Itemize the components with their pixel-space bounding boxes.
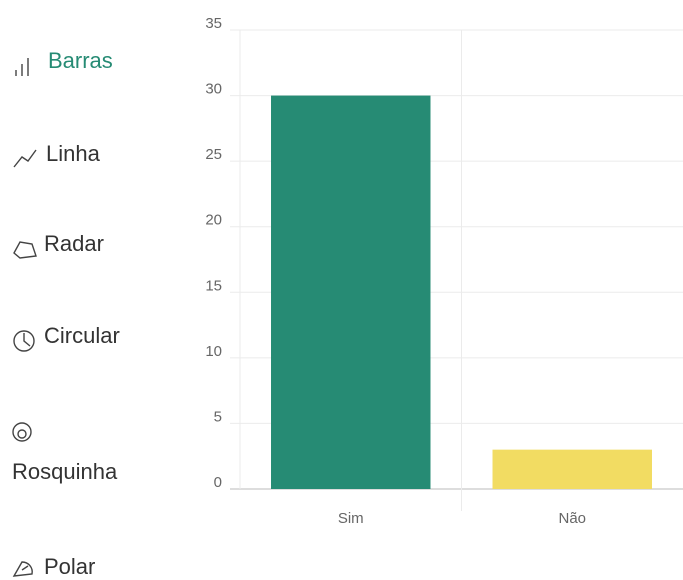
- y-tick-label: 20: [205, 212, 222, 229]
- menu-icons: [12, 58, 37, 577]
- y-tick-label: 35: [205, 15, 222, 32]
- radar-icon: [13, 241, 37, 259]
- y-tick-label: 25: [205, 146, 222, 163]
- menu-item[interactable]: Circular: [44, 323, 120, 348]
- menu-item[interactable]: Barras: [48, 48, 113, 73]
- menu-item[interactable]: Rosquinha: [12, 459, 118, 484]
- menu-item[interactable]: Linha: [46, 141, 101, 166]
- bar-icon: [15, 58, 29, 76]
- polar-icon: [12, 561, 33, 577]
- bar: [271, 95, 431, 490]
- x-tick-label: Não: [558, 510, 586, 527]
- bar: [492, 449, 652, 489]
- y-tick-label: 5: [214, 408, 222, 425]
- line-icon: [13, 149, 37, 168]
- donut-icon: [12, 422, 32, 442]
- y-tick-label: 30: [205, 81, 222, 98]
- pie-icon: [13, 330, 35, 352]
- menu-item[interactable]: Radar: [44, 231, 104, 256]
- x-tick-label: Sim: [338, 510, 364, 527]
- y-tick-label: 0: [214, 474, 222, 491]
- y-tick-label: 15: [205, 277, 222, 294]
- y-tick-label: 10: [205, 343, 222, 360]
- menu-item[interactable]: Polar: [44, 554, 95, 579]
